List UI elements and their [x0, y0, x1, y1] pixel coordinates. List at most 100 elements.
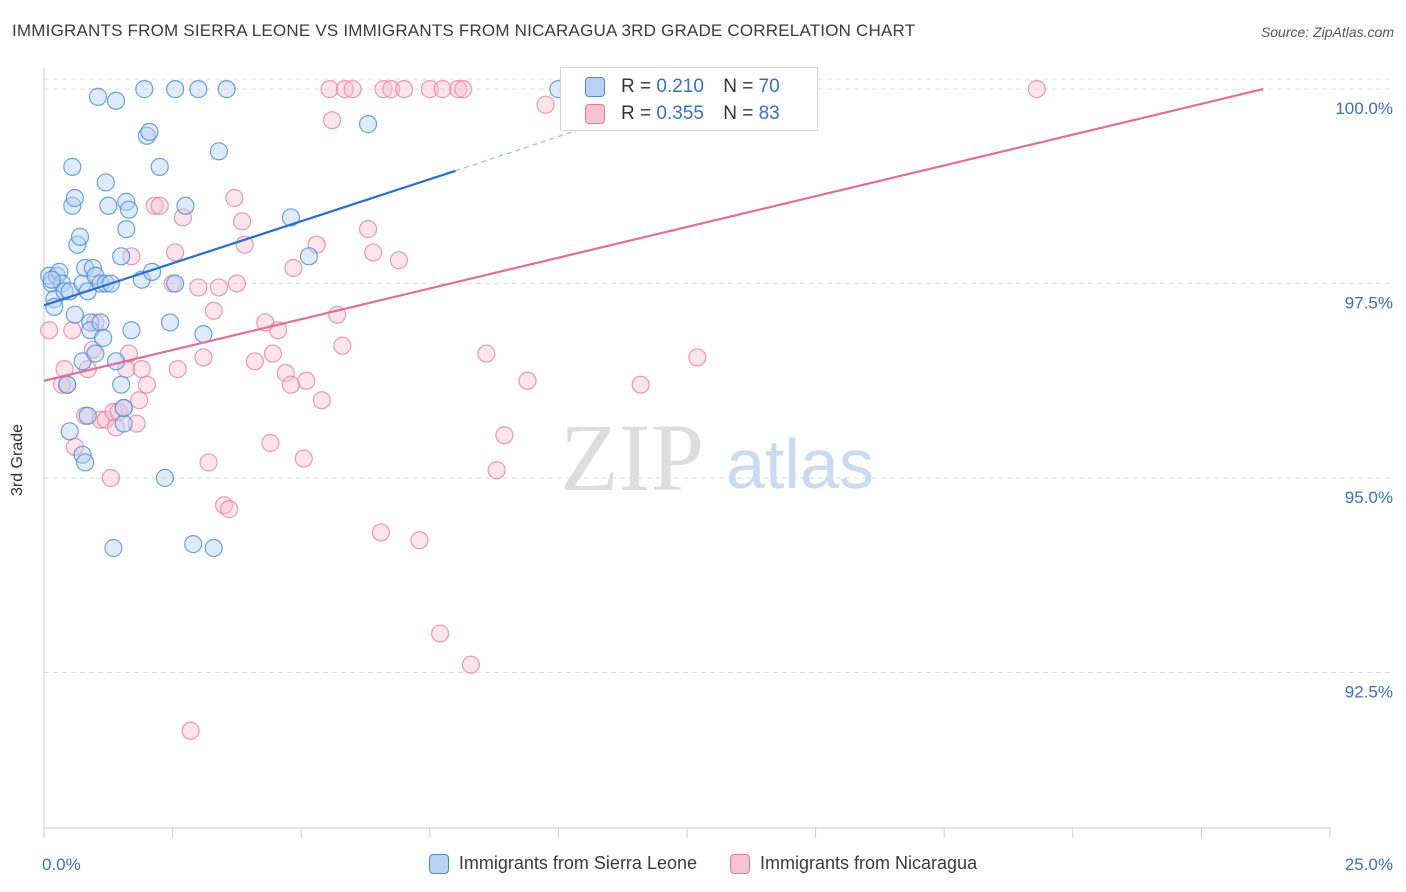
n-value-blue: 70 — [758, 76, 780, 97]
data-point-nicaragua — [227, 274, 246, 293]
y-tick-label: 100.0% — [1335, 99, 1393, 118]
legend: Immigrants from Sierra Leone Immigrants … — [0, 852, 1406, 874]
data-point-sierra-leone — [70, 227, 90, 246]
legend-item-nicaragua[interactable]: Immigrants from Nicaragua — [730, 852, 977, 874]
data-point-sierra-leone — [160, 313, 180, 332]
data-point-nicaragua — [130, 391, 149, 410]
data-point-nicaragua — [312, 391, 331, 410]
data-point-sierra-leone — [106, 91, 126, 110]
data-point-nicaragua — [209, 278, 228, 297]
data-point-sierra-leone — [184, 535, 203, 554]
data-point-nicaragua — [127, 414, 146, 433]
data-point-sierra-leone — [50, 262, 69, 281]
legend-swatch-pink — [730, 853, 751, 874]
data-point-sierra-leone — [65, 305, 84, 324]
data-point-nicaragua — [454, 80, 473, 99]
trend-lines — [43, 88, 1264, 382]
data-point-sierra-leone — [104, 538, 123, 558]
data-point-nicaragua — [631, 375, 650, 394]
x-tick-label: 0.0% — [42, 855, 81, 874]
data-point-sierra-leone — [155, 468, 174, 488]
data-point-nicaragua — [261, 433, 280, 453]
data-point-nicaragua — [173, 208, 192, 227]
data-point-nicaragua — [322, 111, 342, 130]
data-point-sierra-leone — [281, 208, 301, 227]
y-tick-label: 97.5% — [1345, 294, 1393, 313]
data-point-nicaragua — [461, 655, 481, 674]
data-point-nicaragua — [189, 278, 208, 297]
data-point-nicaragua — [199, 453, 218, 472]
trend-line-sierra-leone-extension — [455, 127, 585, 172]
data-point-sierra-leone — [58, 375, 77, 394]
data-point-nicaragua — [137, 375, 156, 394]
gridlines — [44, 78, 1394, 673]
data-point-nicaragua — [181, 721, 200, 740]
y-tick-label: 95.0% — [1345, 488, 1393, 507]
legend-item-sierra-leone[interactable]: Immigrants from Sierra Leone — [428, 852, 697, 874]
data-point-nicaragua — [433, 80, 452, 99]
data-point-sierra-leone — [63, 157, 82, 176]
data-point-sierra-leone — [94, 328, 113, 348]
data-point-nicaragua — [132, 360, 151, 379]
stats-row-pink: R = 0.355 N = 83 — [585, 103, 780, 127]
stats-row-blue: R = 0.210 N = 70 — [585, 76, 780, 100]
data-point-sierra-leone — [96, 173, 115, 192]
data-point-nicaragua — [63, 321, 82, 340]
data-point-nicaragua — [263, 344, 283, 363]
data-point-nicaragua — [40, 321, 59, 340]
legend-swatch-blue — [428, 853, 449, 874]
data-point-nicaragua — [168, 360, 187, 379]
data-point-sierra-leone — [91, 313, 110, 332]
data-point-sierra-leone — [194, 325, 213, 344]
data-point-nicaragua — [335, 80, 355, 99]
data-point-nicaragua — [536, 95, 555, 114]
data-point-sierra-leone — [114, 414, 133, 433]
data-point-sierra-leone — [299, 247, 319, 266]
data-point-sierra-leone — [119, 200, 138, 219]
data-point-nicaragua — [122, 247, 141, 266]
data-point-sierra-leone — [122, 321, 141, 340]
data-point-sierra-leone — [96, 274, 115, 293]
data-point-nicaragua — [194, 348, 213, 367]
n-label-pink: N = — [723, 103, 754, 124]
data-point-sierra-leone — [140, 122, 159, 141]
data-point-nicaragua — [104, 402, 123, 421]
data-point-nicaragua — [389, 251, 409, 270]
stats-swatch-pink — [585, 104, 605, 124]
data-point-nicaragua — [333, 336, 352, 355]
data-point-sierra-leone — [81, 313, 100, 332]
watermark-zip: ZIP — [560, 404, 704, 511]
data-point-sierra-leone — [42, 270, 61, 289]
r-label-pink: R = — [621, 103, 652, 124]
r-value-blue: 0.210 — [656, 76, 704, 97]
data-point-sierra-leone — [150, 157, 169, 176]
data-point-sierra-leone — [88, 87, 108, 106]
source-label: Source: ZipAtlas.com — [1260, 24, 1394, 40]
data-point-nicaragua — [320, 80, 339, 99]
data-point-nicaragua — [150, 196, 169, 215]
legend-label-sierra-leone: Immigrants from Sierra Leone — [458, 853, 697, 874]
data-point-nicaragua — [358, 220, 378, 239]
data-point-sierra-leone — [65, 188, 84, 208]
data-point-sierra-leone — [189, 80, 208, 99]
trend-line-nicaragua — [43, 88, 1264, 382]
stats-swatch-blue — [585, 77, 605, 97]
data-point-nicaragua — [245, 352, 265, 371]
tick-labels: 100.0% 97.5% 95.0% 92.5% 0.0% 25.0% — [42, 99, 1393, 874]
data-point-sierra-leone — [135, 80, 154, 99]
data-point-nicaragua — [101, 468, 120, 488]
data-point-nicaragua — [382, 80, 401, 99]
x-tick-label: 25.0% — [1345, 855, 1393, 874]
data-point-nicaragua — [394, 80, 414, 99]
data-point-nicaragua — [297, 371, 316, 390]
r-value-pink: 0.355 — [656, 103, 704, 124]
data-point-sierra-leone — [217, 80, 236, 99]
data-point-nicaragua — [371, 523, 391, 542]
data-point-sierra-leone — [117, 220, 136, 239]
data-point-sierra-leone — [86, 344, 105, 363]
data-point-nicaragua — [518, 371, 537, 390]
chart-title: IMMIGRANTS FROM SIERRA LEONE VS IMMIGRAN… — [12, 21, 916, 40]
data-point-nicaragua — [166, 243, 185, 262]
data-point-sierra-leone — [166, 80, 185, 99]
